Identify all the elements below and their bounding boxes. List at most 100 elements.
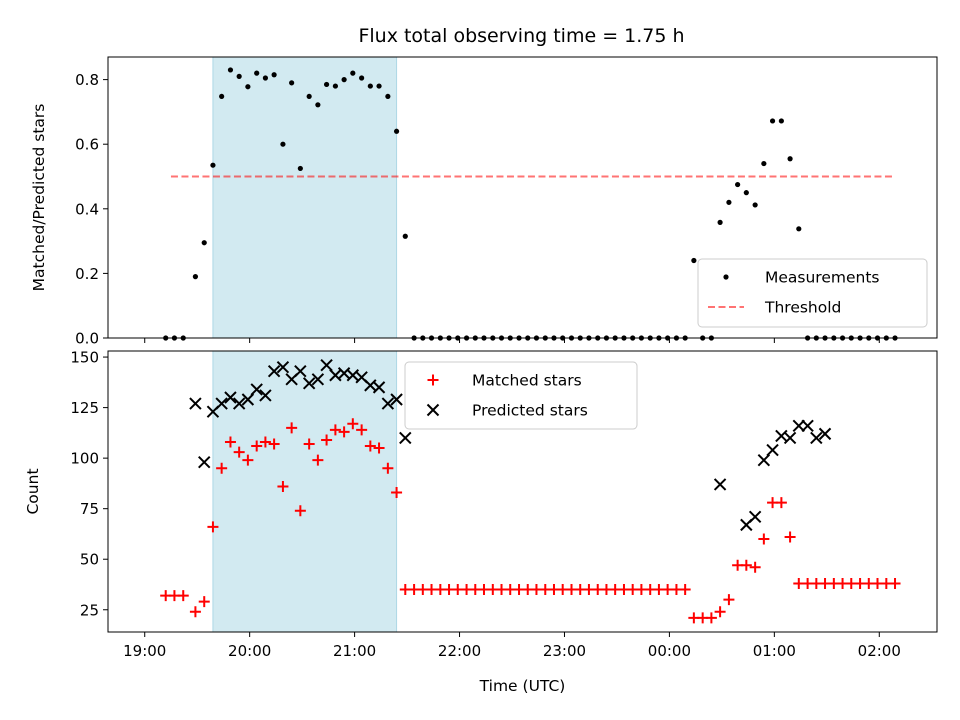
legend-box <box>404 361 638 430</box>
measurement-point <box>254 70 260 76</box>
predicted-star-point <box>381 397 395 410</box>
measurement-point <box>341 77 347 83</box>
y-tick-label: 0.4 <box>75 200 99 218</box>
predicted-star-point <box>818 427 832 441</box>
matched-star-point <box>329 424 341 436</box>
chart-title: Flux total observing time = 1.75 h <box>358 25 684 47</box>
y-tick-label: 0.0 <box>75 330 99 348</box>
y-tick-label: 75 <box>80 500 99 518</box>
legend-label: Matched stars <box>472 372 582 390</box>
measurement-point <box>192 274 199 280</box>
observing-span <box>212 56 398 339</box>
predicted-star-point <box>241 393 255 406</box>
matched-star-point <box>758 533 770 545</box>
matched-star-point <box>373 442 385 454</box>
predicted-star-point <box>390 393 403 406</box>
measurement-point <box>306 93 312 100</box>
matched-star-point <box>391 487 403 499</box>
predicted-star-point <box>801 419 814 433</box>
y-tick-label: 100 <box>70 450 99 468</box>
y-tick-label: 150 <box>70 349 99 367</box>
measurement-point <box>393 128 400 134</box>
observing-span <box>212 350 398 633</box>
predicted-star-point <box>757 453 771 467</box>
predicted-star-point <box>372 381 386 394</box>
predicted-star-point <box>810 431 823 445</box>
measurement-point <box>297 165 303 172</box>
predicted-star-point <box>294 365 307 378</box>
predicted-star-point <box>276 360 290 374</box>
matched-star-point <box>775 497 787 509</box>
predicted-star-point <box>259 389 272 402</box>
x-tick-label: 23:00 <box>543 642 586 660</box>
predicted-star-point <box>792 419 806 433</box>
measurement-point <box>245 84 251 90</box>
predicted-star-point <box>224 391 237 404</box>
measurement-point <box>778 118 784 124</box>
legend-label: Measurements <box>765 269 880 287</box>
matched-star-point <box>784 531 796 543</box>
matched-star-point <box>356 424 368 436</box>
x-tick-label: 00:00 <box>648 642 691 660</box>
matched-star-point <box>364 440 376 452</box>
x-tick-label: 22:00 <box>438 642 481 660</box>
matched-star-point <box>303 438 315 450</box>
matched-star-point <box>286 422 298 434</box>
predicted-star-point <box>250 383 263 396</box>
x-tick-label: 19:00 <box>123 642 166 660</box>
legend-marker-matched <box>427 374 439 386</box>
matched-star-point <box>233 446 245 458</box>
matched-star-point <box>189 606 201 618</box>
y-tick-label: 25 <box>80 601 99 619</box>
y-tick-label: 0.2 <box>75 265 99 283</box>
matched-star-point <box>242 454 254 466</box>
measurement-point <box>726 199 732 205</box>
matched-star-point <box>338 426 350 438</box>
matched-star-point <box>312 454 324 466</box>
matched-star-point <box>294 505 306 517</box>
matched-star-point <box>679 584 691 596</box>
axes-frame <box>107 350 938 633</box>
legend-label: Predicted stars <box>472 402 588 420</box>
predicted-star-point <box>713 478 727 491</box>
predicted-star-point <box>748 510 762 523</box>
matched-star-point <box>224 436 236 448</box>
measurement-point <box>236 73 242 79</box>
measurement-point <box>796 226 802 232</box>
x-axis-title: Time (UTC) <box>479 677 566 695</box>
x-tick-label: 20:00 <box>228 642 271 660</box>
measurement-point <box>280 141 286 147</box>
matched-star-point <box>705 612 717 624</box>
measurement-point <box>769 118 776 124</box>
matched-star-point <box>207 521 219 533</box>
matched-star-point <box>889 577 901 589</box>
matched-star-point <box>749 561 761 573</box>
measurement-point <box>717 219 723 225</box>
measurement-point <box>691 257 697 264</box>
matched-star-point <box>268 438 280 450</box>
measurement-point <box>787 156 793 162</box>
predicted-star-point <box>189 397 202 410</box>
predicted-star-point <box>311 373 325 386</box>
legend-marker-predicted <box>426 403 440 417</box>
measurement-point <box>315 102 321 108</box>
legend-label: Threshold <box>764 299 841 317</box>
predicted-star-point <box>783 431 797 445</box>
predicted-star-point <box>766 443 779 457</box>
x-tick-label: 21:00 <box>333 642 376 660</box>
measurement-point <box>227 67 234 73</box>
measurement-point <box>219 93 225 100</box>
matched-star-point <box>740 559 752 571</box>
matched-star-point <box>216 462 228 474</box>
measurement-point <box>332 83 338 89</box>
measurement-point <box>402 233 408 239</box>
y-tick-label: 125 <box>70 399 99 417</box>
y-axis-title: Count <box>24 468 42 514</box>
matched-star-point <box>277 480 289 492</box>
axes-frame <box>107 56 938 339</box>
legend-marker-measurement <box>723 274 729 280</box>
y-axis-title: Matched/Predicted stars <box>30 104 48 292</box>
measurement-point <box>735 181 741 188</box>
